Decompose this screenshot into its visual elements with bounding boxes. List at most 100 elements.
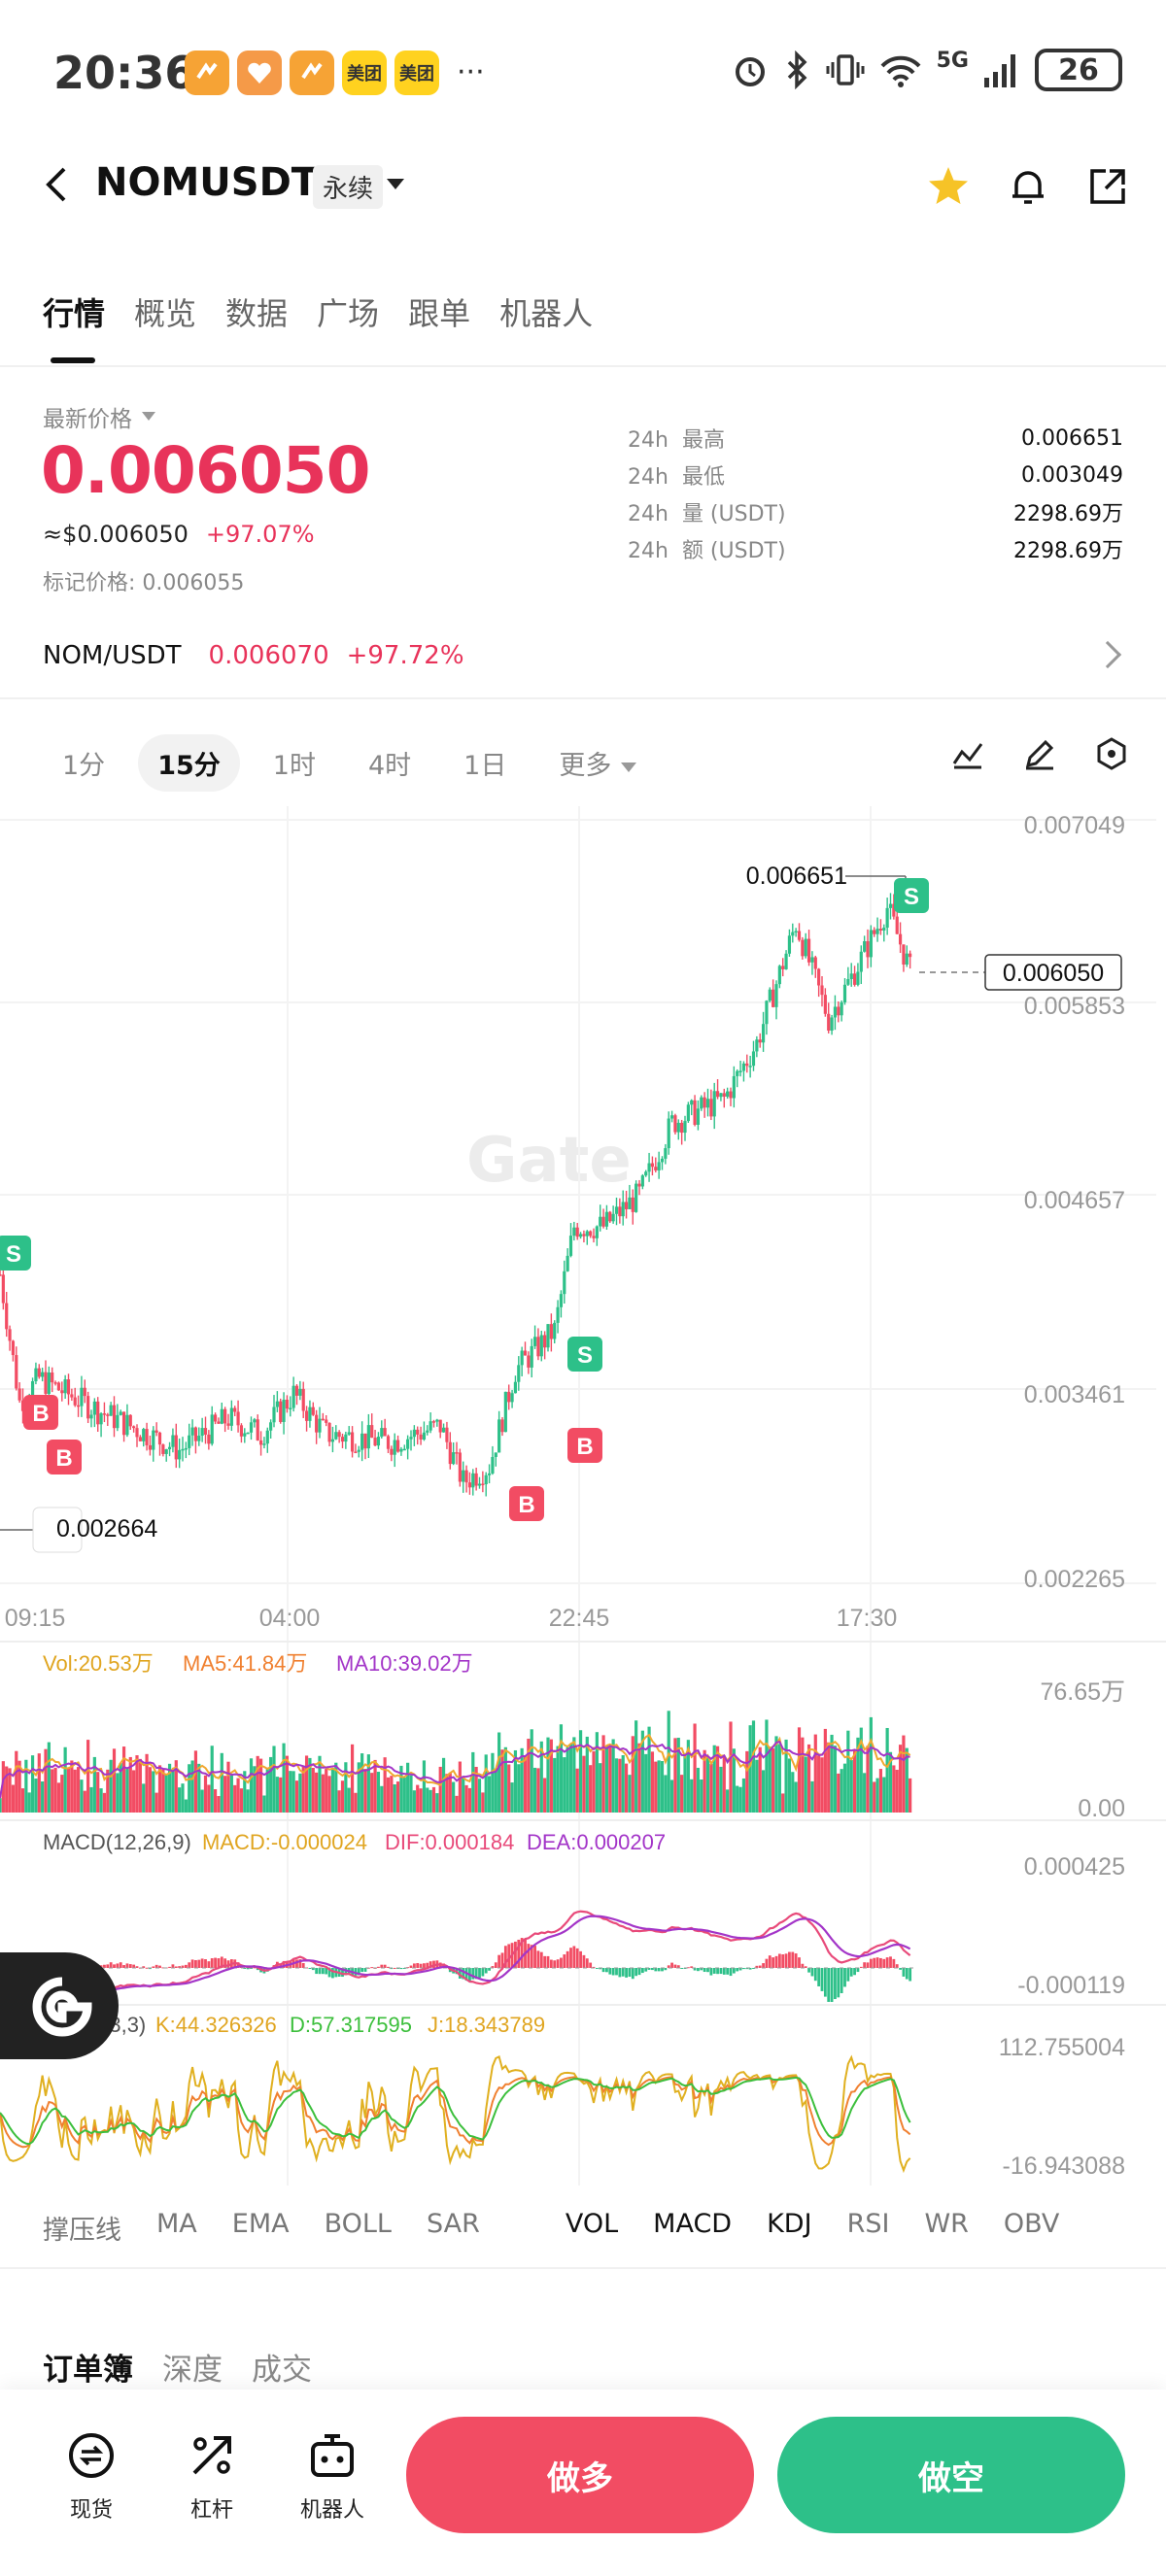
candle-body bbox=[279, 1401, 283, 1422]
kline-chart[interactable]: 0.007049 0.005853 0.004657 0.003461 0.002265… bbox=[0, 806, 1166, 2186]
volume-bar bbox=[289, 1771, 292, 1813]
tab-overview[interactable]: 概览 bbox=[134, 295, 197, 332]
tab-market[interactable]: 行情 bbox=[43, 295, 106, 332]
chevron-down-icon[interactable] bbox=[387, 179, 404, 189]
star-icon[interactable] bbox=[925, 163, 972, 210]
tab-copy-trading[interactable]: 跟单 bbox=[408, 295, 471, 332]
candle-body bbox=[92, 1401, 96, 1415]
back-arrow-icon[interactable] bbox=[39, 165, 78, 204]
volume-bar bbox=[294, 1780, 299, 1813]
candle-body bbox=[426, 1430, 429, 1433]
share-icon[interactable] bbox=[1084, 163, 1131, 210]
candle-body bbox=[66, 1379, 71, 1395]
macd-histogram-bar bbox=[530, 1945, 533, 1968]
mark-price-label: 标记价格: bbox=[43, 571, 136, 595]
interval-4h[interactable]: 4时 bbox=[367, 751, 412, 781]
volume-bar bbox=[527, 1739, 531, 1813]
floating-widget[interactable] bbox=[0, 1952, 119, 2059]
macd-histogram-bar bbox=[200, 1958, 204, 1968]
indicator-bar: 撑压线 MA EMA BOLL SAR VOL MACD KDJ RSI WR … bbox=[43, 2209, 1094, 2247]
indicator-kdj[interactable]: KDJ bbox=[767, 2209, 812, 2239]
macd-histogram-bar bbox=[256, 1968, 259, 1971]
candle-body bbox=[89, 1414, 93, 1419]
pair-title[interactable]: NOMUSDT bbox=[95, 160, 319, 205]
wifi-icon bbox=[880, 55, 921, 87]
volume-bar bbox=[631, 1736, 634, 1813]
macd-histogram-bar bbox=[462, 1968, 465, 1980]
volume-bar bbox=[275, 1777, 279, 1813]
volume-bar bbox=[380, 1785, 384, 1813]
candle-body bbox=[748, 1066, 752, 1068]
usd-price: ≈$0.006050 +97.07% bbox=[43, 521, 315, 548]
bell-icon[interactable] bbox=[1005, 163, 1051, 210]
candle-body bbox=[784, 953, 788, 969]
settings-hexagon-icon[interactable] bbox=[1094, 736, 1129, 771]
candle-body bbox=[37, 1368, 41, 1377]
indicator-macd[interactable]: MACD bbox=[653, 2209, 733, 2239]
candle-body bbox=[523, 1350, 528, 1356]
volume-bar bbox=[801, 1737, 805, 1813]
candle-body bbox=[275, 1401, 279, 1407]
long-button[interactable]: 做多 bbox=[406, 2417, 754, 2533]
dif-value: DIF:0.000184 bbox=[385, 1830, 514, 1854]
volume-bar bbox=[37, 1753, 41, 1813]
indicator-settings-icon[interactable] bbox=[950, 736, 985, 771]
indicator-vol[interactable]: VOL bbox=[565, 2209, 619, 2239]
interval-1d[interactable]: 1日 bbox=[463, 751, 507, 781]
divider bbox=[0, 365, 1166, 367]
spot-pair-row[interactable]: NOM/USDT 0.006070 +97.72% bbox=[43, 641, 464, 670]
indicator-rsi[interactable]: RSI bbox=[846, 2209, 890, 2239]
tab-data[interactable]: 数据 bbox=[225, 295, 289, 332]
interval-1h[interactable]: 1时 bbox=[272, 751, 316, 781]
interval-1m[interactable]: 1分 bbox=[62, 751, 106, 781]
macd-histogram-bar bbox=[680, 1968, 684, 1969]
volume-bar bbox=[765, 1719, 769, 1813]
volume-bar bbox=[787, 1758, 792, 1813]
candle-body bbox=[575, 1227, 579, 1237]
macd-histogram-bar bbox=[207, 1961, 211, 1968]
volume-bar bbox=[279, 1777, 283, 1813]
short-button[interactable]: 做空 bbox=[777, 2417, 1125, 2533]
volume-bar bbox=[344, 1762, 348, 1813]
bot-button[interactable]: 机器人 bbox=[284, 2428, 381, 2524]
macd-histogram-bar bbox=[859, 1966, 863, 1968]
pencil-icon[interactable] bbox=[1022, 736, 1057, 771]
tab-depth[interactable]: 深度 bbox=[162, 2353, 223, 2388]
volume-bar bbox=[902, 1735, 906, 1813]
macd-histogram-bar bbox=[563, 1954, 566, 1968]
indicator-wr[interactable]: WR bbox=[924, 2209, 969, 2239]
contract-type-tag[interactable]: 永续 bbox=[313, 165, 384, 209]
tab-trades[interactable]: 成交 bbox=[252, 2353, 312, 2388]
volume-bar bbox=[806, 1744, 811, 1813]
candle-body bbox=[148, 1444, 153, 1450]
tab-orderbook[interactable]: 订单簿 bbox=[43, 2353, 133, 2388]
macd-histogram-bar bbox=[572, 1946, 576, 1968]
leverage-button[interactable]: 杠杆 bbox=[163, 2428, 260, 2524]
interval-more[interactable]: 更多 bbox=[539, 734, 656, 792]
macd-histogram-bar bbox=[488, 1968, 491, 1971]
volume-bar bbox=[167, 1763, 172, 1813]
candle-body bbox=[628, 1197, 632, 1209]
indicator-obv[interactable]: OBV bbox=[1003, 2209, 1060, 2239]
volume-bar bbox=[549, 1739, 553, 1813]
candle-body bbox=[253, 1419, 257, 1423]
candle-body bbox=[223, 1408, 227, 1424]
indicator-ema[interactable]: EMA bbox=[231, 2209, 290, 2239]
indicator-sar[interactable]: SAR bbox=[426, 2209, 480, 2239]
interval-15m[interactable]: 15分 bbox=[138, 734, 240, 792]
indicator-sr[interactable]: 撑压线 bbox=[43, 2216, 121, 2246]
candle-body bbox=[409, 1437, 413, 1440]
last-price-label[interactable]: 最新价格 bbox=[43, 407, 132, 432]
candle-body bbox=[41, 1372, 45, 1377]
chevron-down-icon[interactable] bbox=[142, 412, 155, 421]
indicator-ma[interactable]: MA bbox=[156, 2209, 197, 2239]
macd-histogram-bar bbox=[736, 1968, 739, 1972]
candle-body bbox=[761, 1024, 766, 1043]
candle-body bbox=[102, 1413, 107, 1415]
candle-body bbox=[431, 1421, 436, 1423]
chevron-right-icon[interactable] bbox=[1093, 640, 1122, 669]
tab-square[interactable]: 广场 bbox=[317, 295, 380, 332]
indicator-boll[interactable]: BOLL bbox=[324, 2209, 392, 2239]
tab-bots[interactable]: 机器人 bbox=[499, 295, 594, 332]
spot-button[interactable]: 现货 bbox=[43, 2428, 140, 2524]
